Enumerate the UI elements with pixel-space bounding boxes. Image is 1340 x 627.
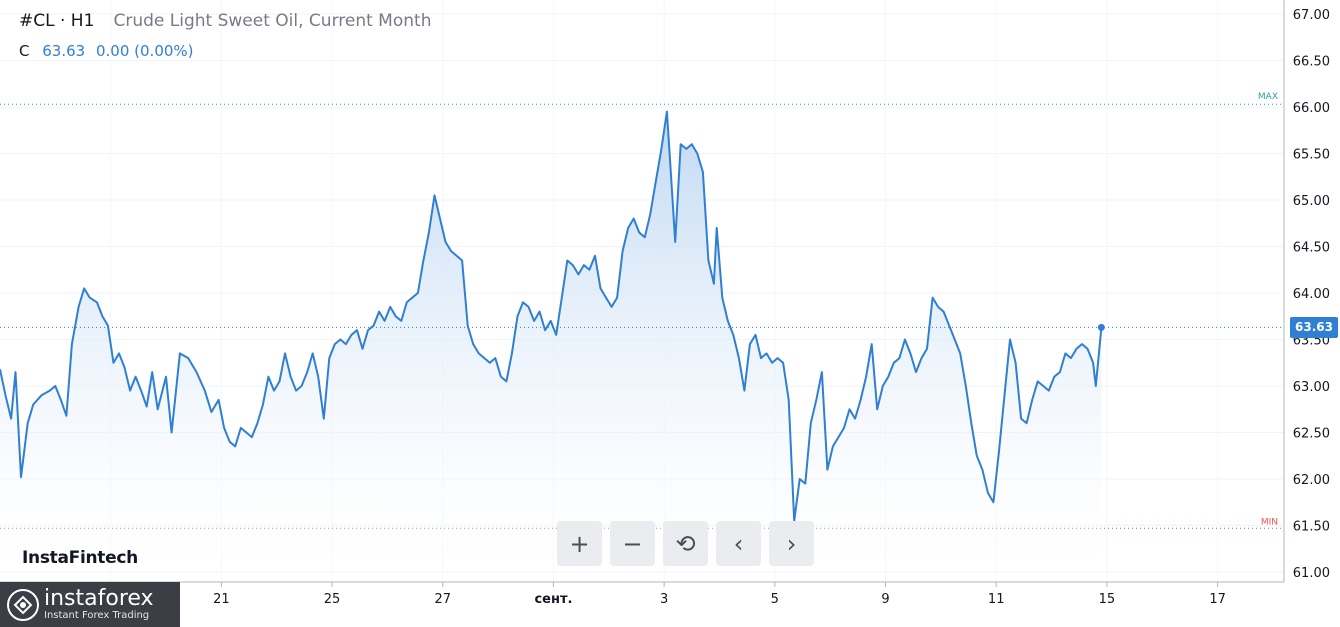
x-tick-label: 27	[434, 592, 451, 607]
last-point-dot	[1097, 323, 1105, 331]
zoom-in-button[interactable]: +	[557, 521, 602, 566]
zoom-out-button[interactable]: −	[610, 521, 655, 566]
y-tick-label: 62.50	[1293, 427, 1330, 442]
chevron-left-icon: ‹	[733, 529, 744, 558]
y-tick-label: 65.00	[1293, 194, 1330, 209]
logo-name: instaforex	[44, 585, 154, 611]
x-tick-label: 5	[771, 592, 779, 607]
y-axis: 67.0066.5066.0065.5065.0064.5064.0063.50…	[1283, 0, 1330, 582]
x-tick-label: сент.	[534, 592, 572, 607]
y-tick-label: 67.00	[1293, 8, 1330, 23]
logo-tagline: Instant Forex Trading	[44, 609, 150, 621]
chart-legend-header: #CL · H1 Crude Light Sweet Oil, Current …	[19, 11, 431, 31]
price-area	[0, 111, 1102, 572]
x-tick-label: 25	[324, 592, 341, 607]
reset-button[interactable]: ⟲	[663, 521, 708, 566]
brand-watermark: InstaFintech	[22, 548, 138, 568]
scroll-right-button[interactable]: ›	[769, 521, 814, 566]
x-tick-label: 17	[1209, 592, 1226, 607]
scroll-left-button[interactable]: ‹	[716, 521, 761, 566]
price-line	[0, 110, 1103, 522]
plus-icon: +	[569, 529, 590, 558]
close-label: C	[19, 42, 30, 60]
ohlc-readout: C 63.63 0.00 (0.00%)	[19, 42, 200, 60]
close-value: 63.63	[42, 42, 86, 60]
x-tick-label: 11	[988, 592, 1005, 607]
y-tick-label: 65.50	[1293, 148, 1330, 163]
max-label: MAX	[1258, 92, 1278, 102]
y-tick-label: 64.00	[1293, 287, 1330, 302]
x-tick-label: 15	[1099, 592, 1116, 607]
y-tick-label: 63.00	[1293, 380, 1330, 395]
chevron-right-icon: ›	[786, 529, 797, 558]
y-tick-label: 66.00	[1293, 101, 1330, 116]
current-price-tag: 63.63	[1290, 316, 1338, 338]
y-tick-label: 61.00	[1293, 566, 1330, 581]
x-tick-label: 21	[213, 592, 230, 607]
min-label: MIN	[1261, 517, 1278, 527]
x-tick-label: 9	[881, 592, 889, 607]
chart-controls: + − ⟲ ‹ ›	[557, 521, 814, 566]
y-tick-label: 62.00	[1293, 473, 1330, 488]
y-tick-label: 66.50	[1293, 55, 1330, 70]
instaforex-logo[interactable]: instaforex Instant Forex Trading	[0, 582, 180, 627]
symbol-label: #CL · H1	[19, 11, 95, 31]
y-tick-label: 61.50	[1293, 520, 1330, 535]
change-value: 0.00 (0.00%)	[96, 42, 194, 60]
reset-icon: ⟲	[675, 529, 696, 558]
minus-icon: −	[622, 529, 643, 558]
logo-mark-icon	[7, 588, 39, 621]
chart-marks: MAX MIN	[0, 92, 1284, 572]
y-tick-label: 64.50	[1293, 241, 1330, 256]
x-tick-label: 3	[660, 592, 668, 607]
symbol-description: Crude Light Sweet Oil, Current Month	[113, 11, 432, 31]
